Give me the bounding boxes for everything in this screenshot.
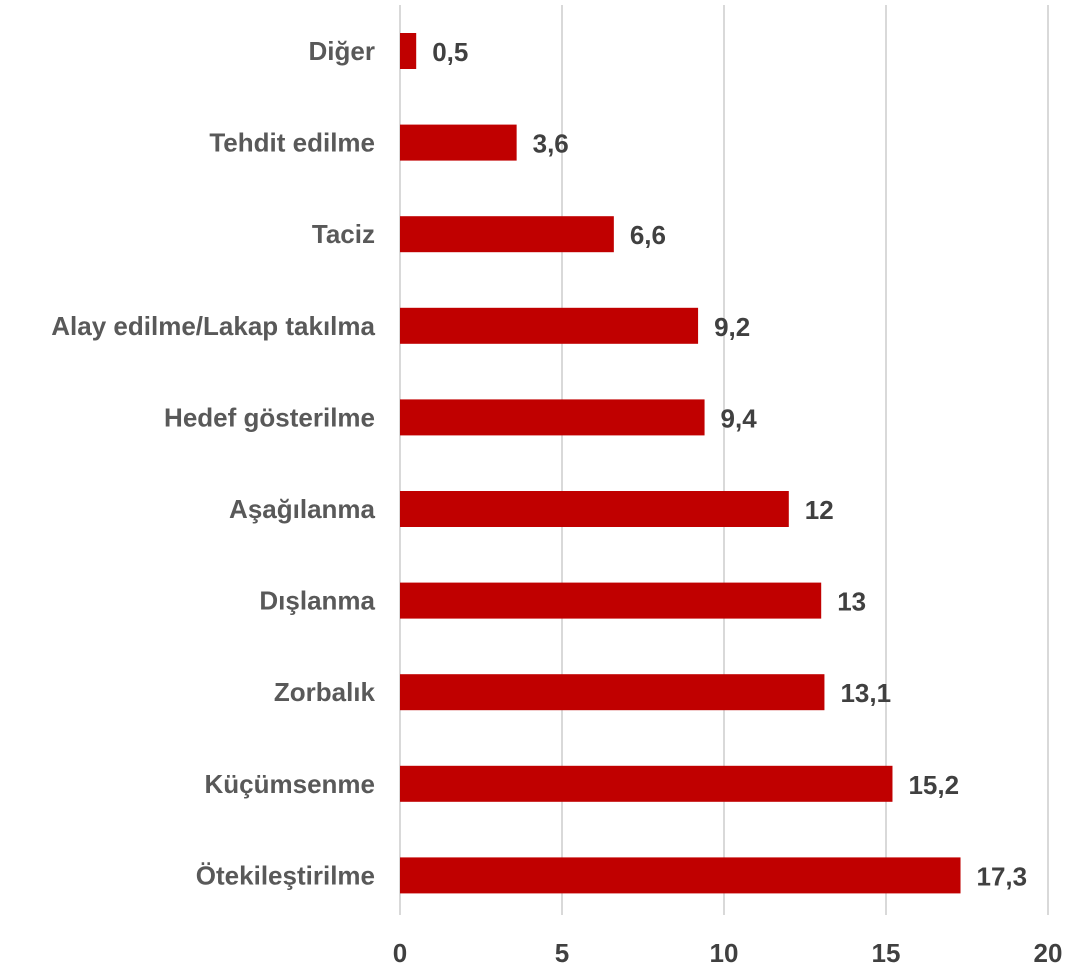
- category-label: Diğer: [309, 36, 375, 66]
- data-label: 15,2: [908, 770, 959, 800]
- data-label: 9,2: [714, 312, 750, 342]
- data-label: 13,1: [840, 678, 891, 708]
- bar: [400, 216, 614, 253]
- x-tick-label: 20: [1034, 938, 1063, 967]
- label-layer: Diğer 0,5 Tehdit edilme 3,6 Taciz 6,6 Alay edi…: [51, 36, 1027, 891]
- x-tick-label: 10: [710, 938, 739, 967]
- category-label: Alay edilme/Lakap takılma: [51, 311, 375, 341]
- category-label: Zorbalık: [274, 677, 376, 707]
- bar: [400, 399, 705, 436]
- bar: [400, 674, 825, 711]
- data-label: 6,6: [630, 220, 666, 250]
- category-label: Taciz: [312, 219, 375, 249]
- x-axis-ticks: 0 5 10 15 20: [393, 938, 1063, 967]
- bar: [400, 582, 822, 619]
- category-label: Dışlanma: [259, 586, 375, 616]
- category-label: Küçümsenme: [205, 769, 376, 799]
- grid-layer: [399, 5, 1049, 915]
- bar-layer: [400, 33, 961, 894]
- data-label: 13: [837, 587, 866, 617]
- bar: [400, 765, 893, 802]
- bar: [400, 491, 789, 527]
- x-tick-label: 0: [393, 938, 407, 967]
- category-label: Hedef gösterilme: [164, 402, 375, 432]
- bar: [400, 124, 517, 161]
- bar: [400, 307, 699, 344]
- category-label: Ötekileştirilme: [196, 860, 375, 890]
- data-label: 12: [805, 495, 834, 525]
- data-label: 0,5: [432, 37, 468, 67]
- data-label: 9,4: [721, 403, 758, 433]
- data-label: 17,3: [977, 861, 1028, 891]
- category-label: Aşağılanma: [229, 494, 375, 524]
- category-label: Tehdit edilme: [209, 128, 375, 158]
- x-tick-label: 15: [872, 938, 901, 967]
- data-label: 3,6: [533, 129, 569, 159]
- x-tick-label: 5: [555, 938, 569, 967]
- bar: [400, 857, 961, 894]
- bar: [400, 33, 417, 69]
